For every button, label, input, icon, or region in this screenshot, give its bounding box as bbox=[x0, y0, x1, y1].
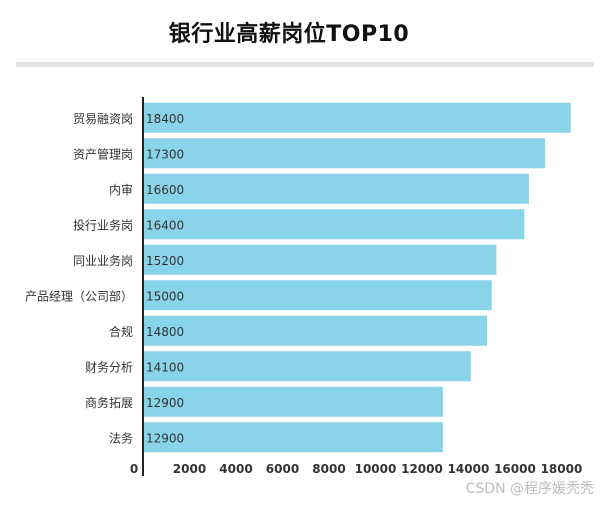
data-label: 18400 bbox=[146, 112, 184, 126]
x-tick-label: 0 bbox=[130, 462, 138, 476]
category-label: 投行业务岗 bbox=[73, 217, 133, 232]
bar bbox=[143, 244, 497, 275]
bar bbox=[143, 386, 443, 417]
bar bbox=[143, 138, 546, 169]
x-tick-label: 8000 bbox=[312, 462, 345, 476]
x-tick-label: 16000 bbox=[494, 462, 536, 476]
title-divider bbox=[16, 62, 594, 67]
x-tick-label: 4000 bbox=[219, 462, 252, 476]
data-label: 16400 bbox=[146, 218, 184, 232]
x-tick-label: 6000 bbox=[266, 462, 299, 476]
bar bbox=[143, 209, 525, 240]
data-label: 17300 bbox=[146, 147, 184, 161]
data-label: 12900 bbox=[146, 431, 184, 445]
data-label: 15000 bbox=[146, 289, 184, 303]
bar bbox=[143, 422, 443, 453]
data-label: 12900 bbox=[146, 396, 184, 410]
bar bbox=[143, 173, 529, 204]
data-label: 14100 bbox=[146, 360, 184, 374]
x-tick-label: 12000 bbox=[401, 462, 443, 476]
category-label: 同业业务岗 bbox=[73, 253, 133, 268]
category-label: 内审 bbox=[109, 182, 133, 197]
x-tick-label: 14000 bbox=[448, 462, 490, 476]
bar bbox=[143, 315, 488, 346]
x-tick-label: 2000 bbox=[173, 462, 206, 476]
category-label: 合规 bbox=[109, 324, 133, 339]
bar bbox=[143, 102, 571, 133]
category-label: 产品经理（公司部） bbox=[25, 288, 133, 303]
watermark: CSDN @程序媛秃秃 bbox=[465, 481, 594, 497]
category-label: 资产管理岗 bbox=[73, 146, 133, 161]
chart-title: 银行业高薪岗位TOP10 bbox=[168, 22, 410, 47]
x-tick-label: 10000 bbox=[355, 462, 397, 476]
bar bbox=[143, 280, 492, 311]
bar bbox=[143, 351, 471, 382]
data-label: 15200 bbox=[146, 254, 184, 268]
data-label: 16600 bbox=[146, 183, 184, 197]
category-label: 财务分析 bbox=[85, 359, 133, 374]
data-label: 14800 bbox=[146, 325, 184, 339]
category-label: 商务拓展 bbox=[85, 395, 133, 410]
category-label: 法务 bbox=[109, 430, 133, 445]
x-tick-label: 18000 bbox=[541, 462, 583, 476]
category-label: 贸易融资岗 bbox=[73, 112, 133, 126]
